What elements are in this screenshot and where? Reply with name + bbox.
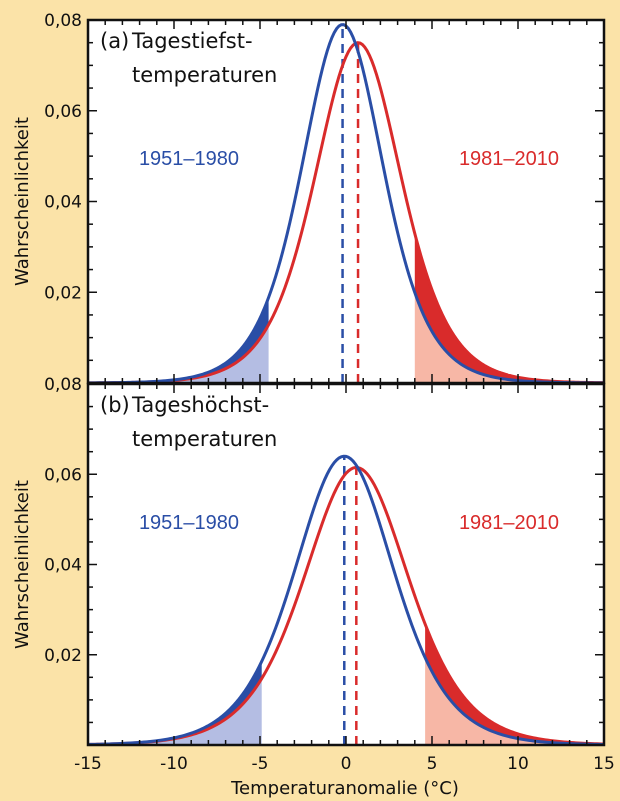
panel-title-line1: Tageshöchst- [131,393,269,417]
panel-title-line2: temperaturen [132,427,277,451]
x-tick-label: -5 [252,754,269,774]
x-axis-title: Temperaturanomalie (°C) [230,778,459,799]
x-tick-label: 0 [341,754,352,774]
cold-tail-area [88,324,269,383]
x-tick-label: 15 [593,754,615,774]
y-axis-title: Wahrscheinlichkeit [12,117,33,286]
panel-label: (a) [100,29,129,53]
y-tick-label: 0,06 [44,102,82,122]
warm-tail-difference [425,624,604,745]
warm-tail-area [414,292,604,383]
warm-tail-area [425,657,604,745]
x-tick-label: 5 [427,754,438,774]
panel-title-line1: Tagestiefst- [131,29,253,53]
y-axis-title: Wahrscheinlichkeit [12,480,33,649]
chart-panel-b: 0,02 0,04 0,06 0,08 -15 -10 -5 0 5 10 15 Wahrschein… [12,375,615,774]
y-tick-label: 0,02 [44,283,82,303]
x-tick-label: 10 [507,754,529,774]
cold-tail-area [88,678,262,745]
y-tick-label: 0,08 [44,375,82,395]
y-tick-label: 0,08 [44,11,82,31]
y-tick-label: 0,02 [44,646,82,666]
series-label-1981-2010: 1981–2010 [459,148,559,170]
panel-title-line2: temperaturen [132,63,277,87]
y-tick-label: 0,04 [44,556,82,576]
panel-label: (b) [100,393,130,417]
x-tick-label: -10 [160,754,188,774]
y-tick-label: 0,04 [44,193,82,213]
series-label-1951-1980: 1951–1980 [139,512,239,534]
series-label-1951-1980: 1951–1980 [139,148,239,170]
chart-panel-a: 0,02 0,04 0,06 0,08 Wahrscheinlichkeit (a) Tag… [12,11,606,385]
plot-area [88,20,604,383]
series-label-1981-2010: 1981–2010 [459,512,559,534]
x-tick-label: -15 [74,754,102,774]
plot-area [88,384,604,745]
y-tick-label: 0,06 [44,465,82,485]
